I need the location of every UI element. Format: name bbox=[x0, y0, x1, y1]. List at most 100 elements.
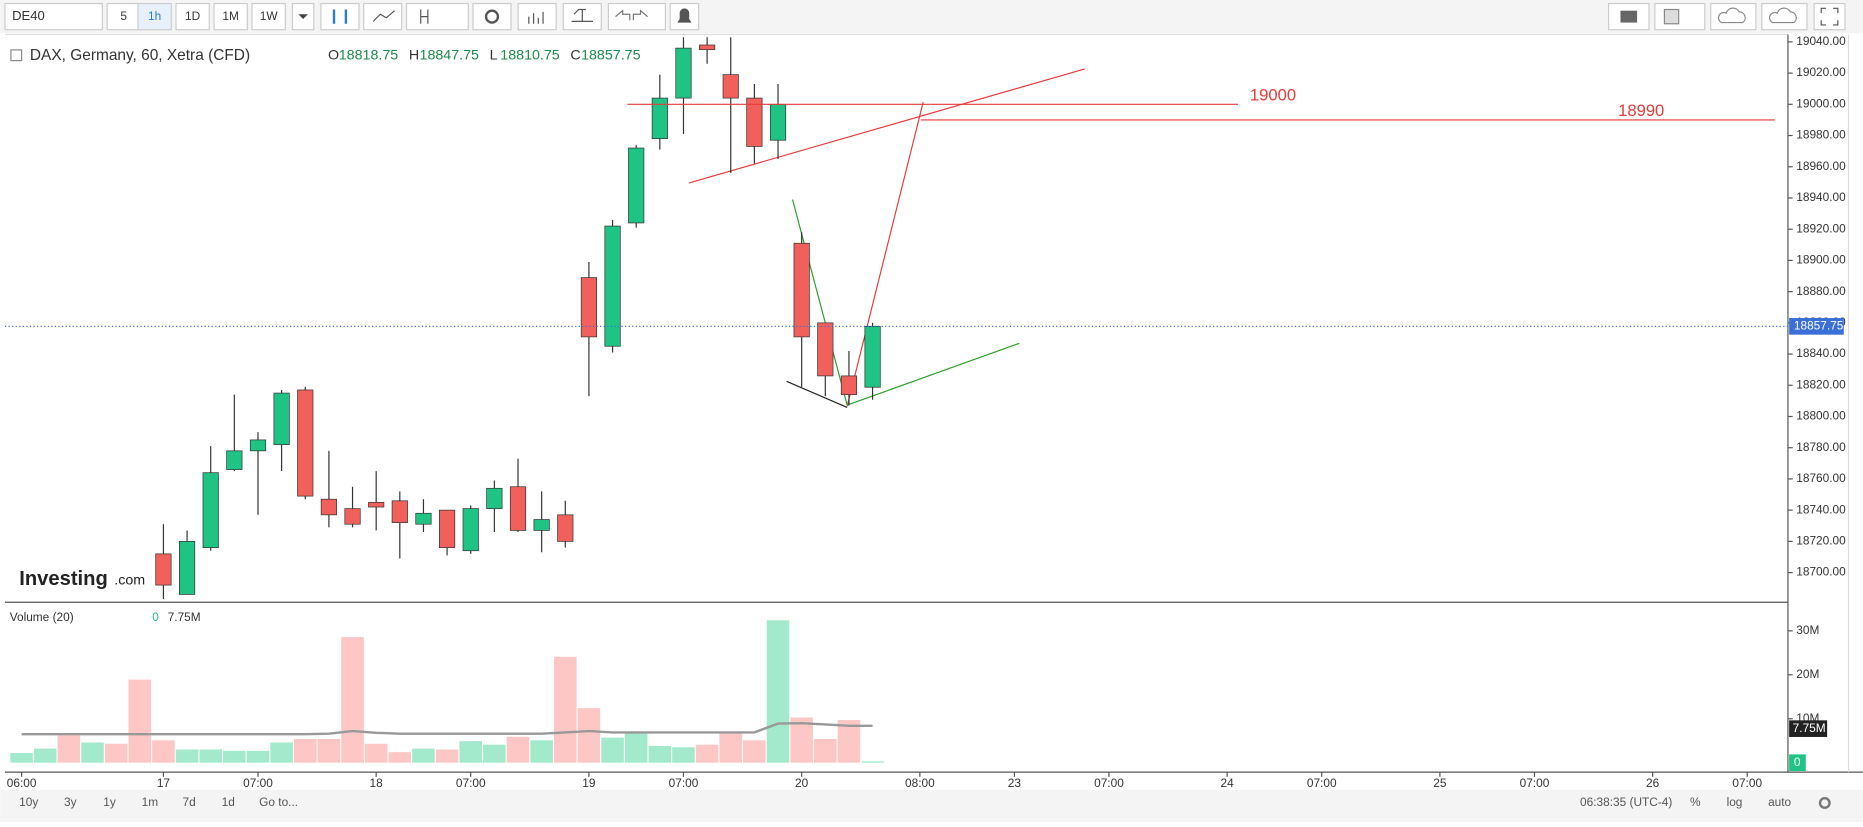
y-tick-label: 18940.00 bbox=[1796, 190, 1846, 204]
volume-bar bbox=[128, 679, 152, 763]
y-tick-label: 18980.00 bbox=[1796, 128, 1846, 142]
save-button[interactable] bbox=[1761, 2, 1808, 31]
icon bbox=[1820, 7, 1839, 26]
icon bbox=[571, 8, 593, 22]
interval-label: 1D bbox=[185, 9, 200, 23]
candle-body bbox=[557, 514, 574, 542]
candle-body bbox=[793, 242, 810, 338]
trendline[interactable] bbox=[786, 380, 848, 408]
price-level-label: 18990 bbox=[1618, 101, 1664, 120]
candle-body bbox=[202, 472, 219, 548]
volume-bar bbox=[199, 749, 222, 763]
volume-bar bbox=[364, 743, 388, 763]
icon bbox=[1768, 7, 1797, 24]
studies-button[interactable] bbox=[517, 2, 557, 31]
volume-bar bbox=[553, 656, 577, 763]
ohlc-label: H bbox=[409, 48, 419, 64]
scale-button[interactable]: log bbox=[1727, 795, 1743, 809]
y-tick-label: 18800.00 bbox=[1796, 409, 1846, 423]
candle-body bbox=[699, 44, 716, 51]
symbol: DE40 bbox=[12, 8, 45, 23]
volume-bar bbox=[152, 740, 175, 763]
scale-button[interactable]: % bbox=[1690, 795, 1701, 809]
candle-body bbox=[580, 277, 597, 338]
range-button[interactable]: 1m bbox=[142, 795, 159, 809]
volume-bar bbox=[577, 708, 601, 763]
volume-bar bbox=[459, 741, 483, 763]
trendline[interactable] bbox=[846, 102, 924, 407]
y-tick-label: 18920.00 bbox=[1796, 221, 1846, 235]
chart-title: DAX, Germany, 60, Xetra (CFD) bbox=[30, 47, 250, 64]
icon bbox=[1663, 8, 1680, 25]
x-tick-label: 24 bbox=[1221, 776, 1235, 790]
volume-bar bbox=[743, 740, 766, 763]
x-tick-label: 07:00 bbox=[1520, 776, 1550, 790]
x-tick-label: 07:00 bbox=[243, 776, 273, 790]
fullscreen-button[interactable] bbox=[1813, 2, 1846, 31]
interval-button[interactable] bbox=[213, 2, 248, 31]
interval-label: 1h bbox=[148, 9, 161, 23]
trendline[interactable] bbox=[846, 342, 1020, 406]
trendline[interactable] bbox=[689, 68, 1085, 184]
volume-bar bbox=[861, 761, 884, 763]
volume-bar bbox=[790, 717, 813, 763]
interval-button[interactable] bbox=[137, 2, 172, 31]
y-tick-label: 19020.00 bbox=[1796, 65, 1846, 79]
candle-body bbox=[817, 322, 834, 377]
candle-body bbox=[368, 501, 385, 508]
volume-bar bbox=[435, 749, 459, 763]
range-button[interactable]: 1y bbox=[103, 795, 116, 809]
last-price-box bbox=[1789, 318, 1844, 335]
candle-body bbox=[415, 512, 432, 525]
indicator-button[interactable] bbox=[363, 2, 403, 31]
y-tick-label: 19000.00 bbox=[1796, 96, 1846, 110]
candle-style-button[interactable] bbox=[320, 2, 360, 31]
draw-button[interactable] bbox=[405, 2, 469, 31]
ohlc-value: 18847.75 bbox=[420, 48, 480, 64]
candle-body bbox=[462, 508, 479, 552]
x-tick-label: 20 bbox=[795, 776, 809, 790]
icon bbox=[677, 8, 692, 23]
candle-body bbox=[533, 519, 550, 531]
volume-bar bbox=[766, 620, 790, 763]
interval-button[interactable] bbox=[175, 2, 210, 31]
range-button[interactable]: 3y bbox=[64, 795, 77, 809]
goto-button[interactable]: Go to... bbox=[259, 795, 298, 809]
candle-body bbox=[864, 325, 881, 388]
volume-bar bbox=[10, 753, 33, 763]
candle-body bbox=[840, 375, 858, 396]
volume-legend-value: 7.75M bbox=[168, 610, 201, 624]
volume-title: Volume (20) bbox=[10, 610, 74, 624]
icon bbox=[484, 9, 500, 24]
candle-body bbox=[344, 508, 361, 525]
x-tick-label: 07:00 bbox=[669, 776, 699, 790]
volume-bar bbox=[530, 740, 553, 763]
interval-label: 1W bbox=[260, 9, 279, 23]
interval-button[interactable] bbox=[251, 2, 286, 31]
symbol-input[interactable] bbox=[4, 2, 103, 31]
load-button[interactable] bbox=[1710, 2, 1757, 31]
collapse-box[interactable] bbox=[10, 49, 23, 62]
range-button[interactable]: 1d bbox=[222, 795, 235, 809]
volume-bar bbox=[483, 744, 506, 763]
x-tick-label: 18 bbox=[370, 776, 384, 790]
volume-bar bbox=[223, 750, 246, 763]
x-tick-label: 26 bbox=[1646, 776, 1660, 790]
range-button[interactable]: 10y bbox=[19, 795, 38, 809]
scale-button[interactable]: auto bbox=[1768, 795, 1791, 809]
logo: Investing bbox=[19, 568, 108, 590]
undo-redo[interactable] bbox=[607, 2, 667, 31]
settings-icon[interactable] bbox=[1818, 797, 1831, 809]
volume-bar bbox=[57, 735, 81, 763]
layout-button[interactable] bbox=[1654, 2, 1706, 31]
candle-body bbox=[320, 498, 337, 516]
volume-bar bbox=[719, 732, 743, 763]
settings-button[interactable] bbox=[472, 2, 512, 31]
candle-body bbox=[273, 392, 290, 445]
volume-value-box bbox=[1789, 720, 1828, 737]
x-tick-label: 23 bbox=[1008, 776, 1022, 790]
candle-body bbox=[297, 389, 314, 497]
candle-body bbox=[746, 97, 763, 147]
range-button[interactable]: 7d bbox=[182, 795, 195, 809]
